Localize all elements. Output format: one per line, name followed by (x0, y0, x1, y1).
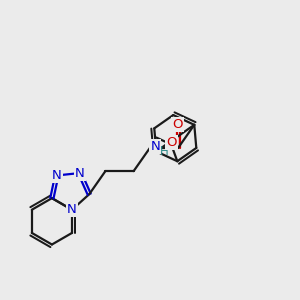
Text: N: N (67, 203, 77, 216)
Text: O: O (166, 136, 176, 148)
Text: H: H (160, 145, 169, 158)
Text: N: N (52, 169, 62, 182)
Text: O: O (172, 118, 183, 131)
Text: N: N (150, 140, 160, 153)
Text: N: N (75, 167, 85, 179)
